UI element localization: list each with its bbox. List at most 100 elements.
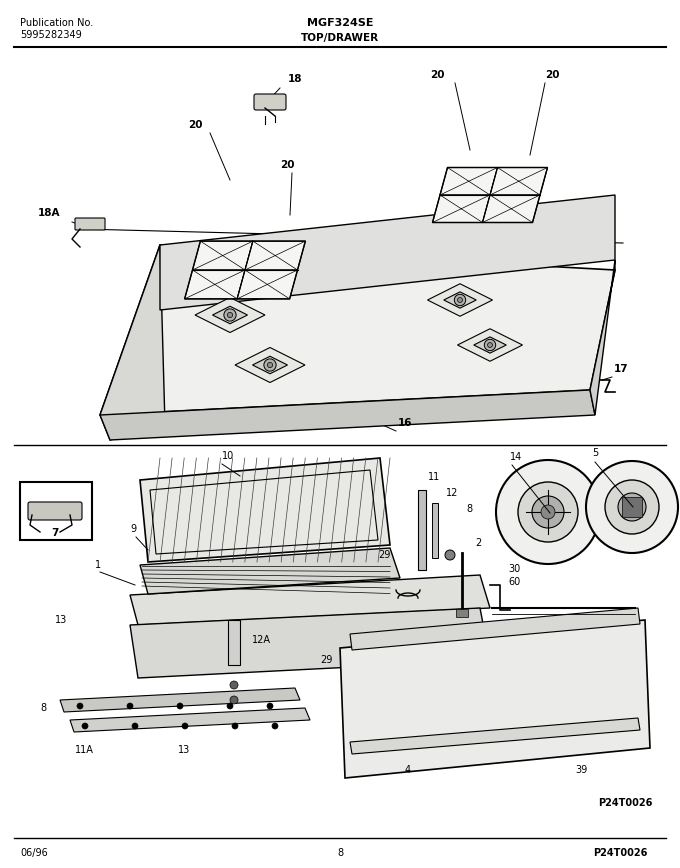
- Polygon shape: [350, 608, 640, 650]
- Polygon shape: [100, 245, 165, 440]
- Circle shape: [232, 723, 238, 729]
- Text: 20: 20: [280, 160, 294, 170]
- Circle shape: [227, 703, 233, 709]
- Text: 5: 5: [592, 448, 598, 458]
- Polygon shape: [195, 298, 265, 332]
- FancyBboxPatch shape: [254, 94, 286, 110]
- Circle shape: [267, 703, 273, 709]
- Circle shape: [488, 343, 492, 347]
- Circle shape: [532, 496, 564, 528]
- Text: 12: 12: [446, 488, 458, 498]
- Text: 14: 14: [510, 452, 522, 462]
- Polygon shape: [237, 270, 298, 299]
- Text: 13: 13: [55, 615, 67, 625]
- Text: 8: 8: [466, 504, 472, 514]
- Circle shape: [272, 723, 278, 729]
- Polygon shape: [192, 241, 253, 270]
- Text: 20: 20: [430, 70, 445, 80]
- Polygon shape: [458, 329, 522, 361]
- Polygon shape: [440, 168, 498, 195]
- Polygon shape: [100, 390, 595, 440]
- Text: 39: 39: [575, 765, 588, 775]
- Text: 12A: 12A: [252, 635, 271, 645]
- Text: MGF324SE: MGF324SE: [307, 18, 373, 28]
- Circle shape: [626, 501, 638, 513]
- Text: 30: 30: [508, 564, 520, 574]
- Text: 8: 8: [40, 703, 46, 713]
- FancyBboxPatch shape: [28, 502, 82, 520]
- Text: Publication No.: Publication No.: [20, 18, 93, 28]
- Text: 18: 18: [288, 74, 303, 84]
- Text: 10: 10: [222, 451, 234, 461]
- Circle shape: [264, 358, 276, 372]
- Polygon shape: [490, 168, 547, 195]
- Polygon shape: [130, 575, 490, 625]
- Text: P24T0026: P24T0026: [598, 798, 652, 808]
- FancyBboxPatch shape: [432, 503, 438, 558]
- Circle shape: [496, 460, 600, 564]
- Circle shape: [227, 312, 233, 318]
- Text: P24T0026: P24T0026: [594, 848, 648, 858]
- Circle shape: [445, 550, 455, 560]
- Text: 16: 16: [398, 418, 413, 428]
- FancyBboxPatch shape: [20, 482, 92, 540]
- Text: 20: 20: [188, 120, 203, 130]
- Polygon shape: [590, 260, 615, 415]
- Circle shape: [77, 703, 83, 709]
- Circle shape: [182, 723, 188, 729]
- Polygon shape: [60, 688, 300, 712]
- Circle shape: [586, 461, 678, 553]
- FancyBboxPatch shape: [228, 620, 240, 665]
- Polygon shape: [160, 195, 615, 310]
- Polygon shape: [130, 608, 490, 678]
- Polygon shape: [212, 306, 248, 324]
- Circle shape: [132, 723, 138, 729]
- Circle shape: [177, 703, 183, 709]
- Text: 06/96: 06/96: [20, 848, 48, 858]
- Polygon shape: [428, 284, 492, 316]
- Circle shape: [484, 339, 496, 351]
- Circle shape: [267, 362, 273, 368]
- Polygon shape: [444, 292, 476, 308]
- Polygon shape: [245, 241, 305, 270]
- Polygon shape: [185, 270, 245, 299]
- Text: 8: 8: [337, 848, 343, 858]
- Circle shape: [518, 482, 578, 542]
- Text: 4: 4: [405, 765, 411, 775]
- Polygon shape: [340, 620, 650, 778]
- FancyBboxPatch shape: [418, 490, 426, 570]
- Circle shape: [454, 294, 466, 306]
- Polygon shape: [235, 347, 305, 383]
- Text: 2: 2: [475, 538, 481, 548]
- Polygon shape: [483, 195, 540, 222]
- Text: 1: 1: [95, 560, 101, 570]
- Text: 7: 7: [51, 528, 58, 538]
- FancyBboxPatch shape: [75, 218, 105, 230]
- Polygon shape: [140, 458, 390, 562]
- Text: 29: 29: [378, 550, 390, 560]
- Polygon shape: [350, 718, 640, 754]
- Polygon shape: [474, 337, 506, 353]
- Circle shape: [230, 681, 238, 689]
- Circle shape: [230, 696, 238, 704]
- Text: 17: 17: [614, 364, 628, 374]
- Circle shape: [458, 298, 462, 302]
- Text: 9: 9: [130, 524, 136, 534]
- Polygon shape: [140, 548, 400, 594]
- Circle shape: [82, 723, 88, 729]
- Polygon shape: [252, 356, 288, 374]
- Text: 20: 20: [545, 70, 560, 80]
- Circle shape: [618, 493, 646, 521]
- Circle shape: [541, 505, 555, 519]
- Text: 11: 11: [428, 472, 440, 482]
- Text: 29: 29: [320, 655, 333, 665]
- Polygon shape: [432, 195, 490, 222]
- Polygon shape: [70, 708, 310, 732]
- Circle shape: [605, 480, 659, 534]
- Text: 11A: 11A: [75, 745, 94, 755]
- FancyBboxPatch shape: [456, 609, 468, 617]
- Text: 13: 13: [178, 745, 190, 755]
- Polygon shape: [622, 497, 642, 517]
- Text: 5995282349: 5995282349: [20, 30, 82, 40]
- Polygon shape: [100, 245, 615, 415]
